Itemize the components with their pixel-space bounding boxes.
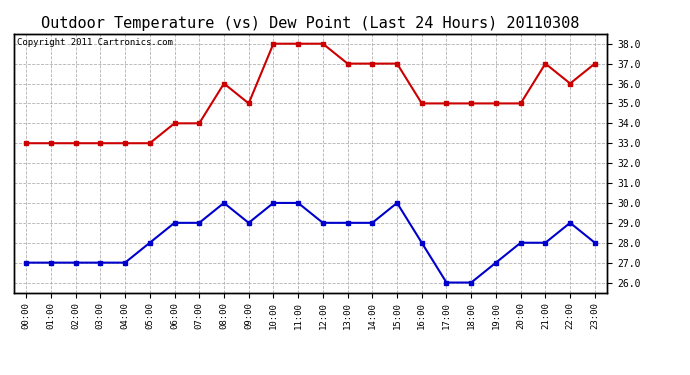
Text: Copyright 2011 Cartronics.com: Copyright 2011 Cartronics.com	[17, 38, 172, 46]
Title: Outdoor Temperature (vs) Dew Point (Last 24 Hours) 20110308: Outdoor Temperature (vs) Dew Point (Last…	[41, 16, 580, 31]
